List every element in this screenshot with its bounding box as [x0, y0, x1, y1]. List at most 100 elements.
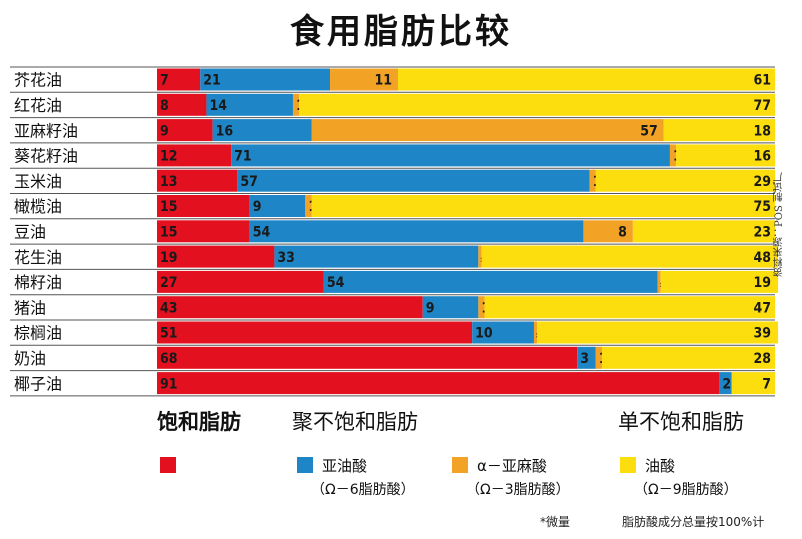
data-label: 15: [160, 224, 178, 240]
bar-segment: [583, 220, 633, 243]
bar-segment: [398, 68, 775, 91]
data-label: 9: [253, 199, 262, 215]
data-label: 48: [753, 250, 771, 266]
bar-segment: [157, 195, 250, 217]
bar-segment: [676, 144, 775, 167]
bar-segment: [157, 169, 238, 192]
bar-segment: [299, 93, 775, 116]
data-label: 13: [160, 174, 178, 190]
row-label: 亚麻籽油: [14, 121, 78, 140]
bar-segment: [632, 220, 775, 243]
row-label: 红花油: [14, 96, 62, 115]
data-label: 91: [160, 376, 178, 392]
bar-segment: [237, 169, 590, 192]
bar-segment: [663, 119, 775, 142]
data-label: 8: [618, 224, 627, 240]
bar-segment: [311, 195, 775, 217]
data-label: 39: [753, 326, 771, 342]
bar-segment: [472, 321, 534, 344]
bar-segment: [157, 245, 275, 268]
bar-segment: [595, 346, 602, 369]
category-polyunsaturated-label: 聚不饱和脂肪: [292, 410, 418, 434]
legend-swatch-omega9: [620, 457, 636, 473]
bar-segment: [478, 245, 482, 268]
bar-segment: [157, 119, 213, 142]
data-label: 7: [160, 73, 169, 89]
bar-segment: [577, 346, 596, 369]
data-label: 15: [160, 199, 178, 215]
bar-segment: [292, 93, 300, 116]
bar-segment: [330, 68, 399, 91]
data-label: 18: [753, 123, 771, 139]
bar-segment: [157, 296, 423, 319]
bar-segment: [595, 169, 775, 192]
bar-segment: [157, 93, 207, 116]
legend-sub-omega3: （Ω－3脂肪酸）: [466, 482, 570, 498]
legend-sub-omega9: （Ω－9脂肪酸）: [634, 482, 738, 498]
data-label: 29: [753, 174, 771, 190]
data-label: 57: [640, 123, 658, 139]
data-label: 28: [753, 351, 771, 367]
bar-segment: [206, 93, 293, 116]
row-label: 玉米油: [14, 172, 62, 191]
data-label: 57: [240, 174, 258, 190]
data-label: 16: [216, 123, 234, 139]
row-label: 花生油: [14, 248, 62, 267]
bar-segment: [323, 270, 658, 293]
row-label: 豆油: [14, 222, 46, 241]
bar-segment: [249, 195, 306, 217]
data-label: 2: [722, 376, 731, 392]
data-label: 71: [234, 149, 252, 165]
data-label: 19: [160, 250, 178, 266]
data-label: 47: [753, 300, 771, 316]
row-label: 棉籽油: [14, 273, 62, 292]
bar-segment: [249, 220, 584, 243]
bar-segment: [422, 296, 479, 319]
data-label: 23: [753, 224, 771, 240]
data-label: 19: [753, 275, 771, 291]
bar-segment: [157, 68, 201, 91]
category-monounsaturated-label: 单不饱和脂肪: [618, 410, 744, 434]
data-label: 21: [203, 73, 221, 89]
data-label: 54: [253, 224, 271, 240]
legend-swatch-omega6: [297, 457, 313, 473]
data-label: 10: [475, 326, 493, 342]
bar-segment: [481, 245, 779, 268]
bar-segment: [274, 245, 479, 268]
row-label: 猪油: [14, 298, 46, 317]
data-label: 75: [753, 199, 771, 215]
bar-segment: [200, 68, 331, 91]
data-label: 16: [753, 149, 771, 165]
data-label: 9: [160, 123, 169, 139]
bar-segment: [157, 372, 720, 395]
category-saturated-label: 饱和脂肪: [157, 410, 241, 434]
data-label: 7: [762, 376, 771, 392]
row-label: 奶油: [14, 349, 46, 368]
legend-name-omega9: 油酸: [645, 457, 676, 475]
data-label: 12: [160, 149, 178, 165]
data-label: 9: [426, 300, 435, 316]
row-label: 橄榄油: [14, 197, 62, 216]
data-label: 61: [753, 73, 771, 89]
bar-segment: [311, 119, 664, 142]
chart-area: 芥花油7211161红花油814177亚麻籽油9165718葵花籽油127111…: [10, 66, 779, 397]
data-label: 33: [277, 250, 295, 266]
bar-segment: [478, 296, 485, 319]
bar-segment: [589, 169, 596, 192]
row-label: 葵花籽油: [14, 147, 78, 166]
bar-segment: [660, 270, 779, 293]
bar-segment: [484, 296, 775, 319]
bar-segment: [657, 270, 661, 293]
legend-name-omega3: α－亚麻酸: [477, 457, 547, 475]
row-label: 椰子油: [14, 374, 62, 393]
footnote-basis: 脂肪酸成分总量按100%计: [622, 515, 765, 529]
data-label: 77: [753, 98, 771, 114]
data-label: 43: [160, 300, 178, 316]
data-label: 8: [160, 98, 169, 114]
source-note: 资料来源：POS 制试厂: [774, 172, 785, 277]
data-label: 54: [327, 275, 345, 291]
bar-segment: [157, 270, 324, 293]
bar-segment: [537, 321, 779, 344]
data-label: 68: [160, 351, 178, 367]
bar-segment: [601, 346, 775, 369]
